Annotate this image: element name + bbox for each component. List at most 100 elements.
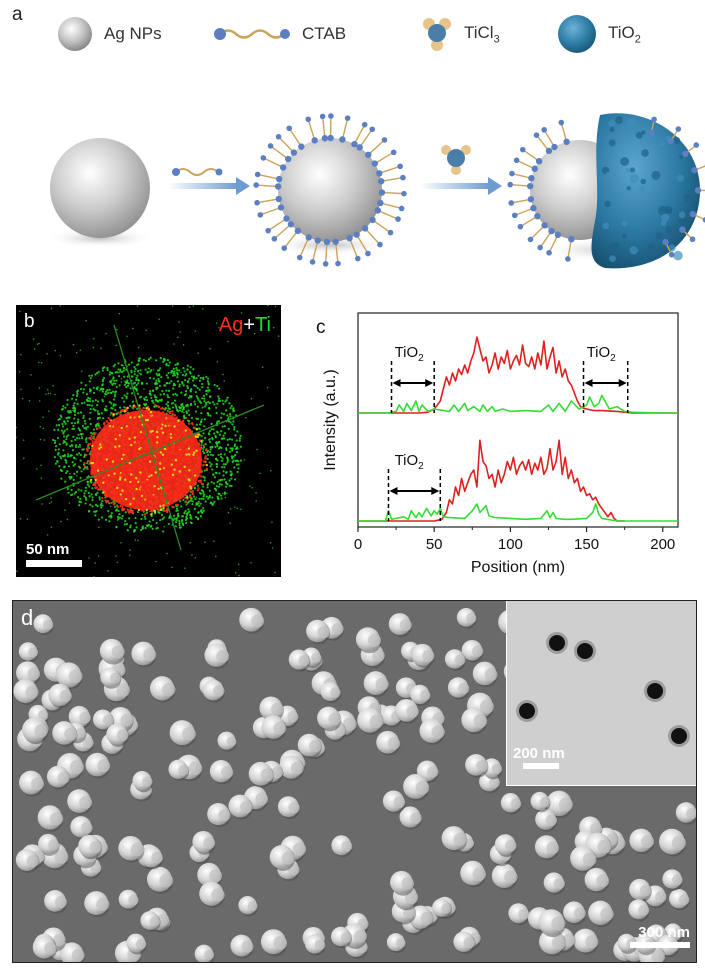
ti-dot [216,402,219,405]
ag-dot [174,465,178,468]
ctab-head [321,135,329,142]
ti-dot [227,420,231,423]
noise-dot [40,477,43,480]
ctab-tail [395,216,401,222]
noise-dot [80,435,83,438]
ti-dot [181,410,184,413]
noise-dot [50,501,53,503]
ctab-chain [381,191,404,195]
ag-dot [127,425,130,428]
ag-dot [114,438,117,441]
ti-dot [193,486,196,489]
ti-dot [220,412,223,415]
ti-dot [73,463,77,466]
ctab-head [554,231,562,239]
noise-dot [122,364,125,367]
ticl3-molecule-icon [423,18,451,51]
legend-ctab-label: CTAB [302,24,347,43]
particle-lobe [218,809,231,822]
ti-dot [225,447,228,450]
ag-dot [131,502,134,505]
particle-lobe [27,647,39,658]
ctab-head [548,227,555,235]
ti-dot [159,367,162,370]
ag-dot [94,467,98,470]
ctab-chain [273,223,292,240]
ag-dot [127,484,131,487]
ag-dot [112,413,115,416]
ti-dot [205,393,208,396]
ti-dot [113,363,116,366]
ag-dot [161,464,164,468]
ctab-head [274,183,282,190]
particle-lobe [71,948,85,962]
ag-dot [105,486,109,489]
ti-dot [60,457,63,460]
noise-dot [85,319,87,322]
annotation-tio2-top-right: TiO2 [587,344,617,364]
ag-dot [143,478,146,481]
tio2-grain [652,183,658,189]
ti-dot [144,359,148,363]
ag-dot [156,484,160,487]
ti-dot [136,374,139,377]
ti-dot [110,379,113,382]
ti-dot [213,432,216,435]
ti-dot [75,444,78,447]
x-axis-label: Position (nm) [471,559,565,576]
ti-dot [156,369,160,372]
ti-dot [110,406,113,410]
ag-dot [158,432,161,435]
ti-dot [104,390,108,393]
ag-dot [158,411,161,415]
ag-dot [149,413,153,416]
ag-dot [187,422,191,425]
ag-dot [150,474,153,477]
arrow-1 [168,183,238,189]
particle-lobe [558,797,573,812]
ag-dot [155,439,158,442]
scale-bar-d-line [630,942,690,948]
ag-dot [132,462,135,465]
ti-dot [229,473,232,476]
ti-dot [65,417,68,420]
ti-dot [81,424,84,427]
ti-dot [67,453,70,456]
ag-dot [128,461,131,465]
ti-dot [166,404,170,407]
noise-dot [238,574,240,577]
ag-dot [160,435,164,439]
noise-dot [49,392,52,395]
ti-dot [89,389,93,392]
ti-dot [174,525,177,528]
ti-dot [101,384,104,387]
particle-lobe [573,907,586,920]
ctab-chain [256,198,279,204]
tio2-grain [609,127,615,133]
ti-dot [209,465,212,468]
noise-dot [266,386,269,389]
ti-dot [170,380,173,383]
ti-dot [172,367,175,370]
ti-label: Ti [255,314,271,336]
ti-dot [107,509,110,513]
ti-dot [112,500,115,503]
ag-dot [126,406,129,410]
ag-dot [134,444,137,448]
tio2-grain [679,154,684,160]
ag-dot [128,467,131,470]
ag-dot [119,414,123,417]
ag-dot [176,451,180,454]
particle-lobe [182,727,196,741]
ctab-head [378,178,385,185]
ti-dot [202,394,206,397]
particle-lobe [375,677,389,691]
ti-dot [54,448,57,451]
ctab-chain [257,173,280,180]
ag-dot [139,440,142,443]
ag-dot [125,489,128,493]
ag-dot [205,463,208,467]
tio2-grain [660,220,667,227]
ag-dot [149,500,153,503]
ag-dot [192,483,195,487]
